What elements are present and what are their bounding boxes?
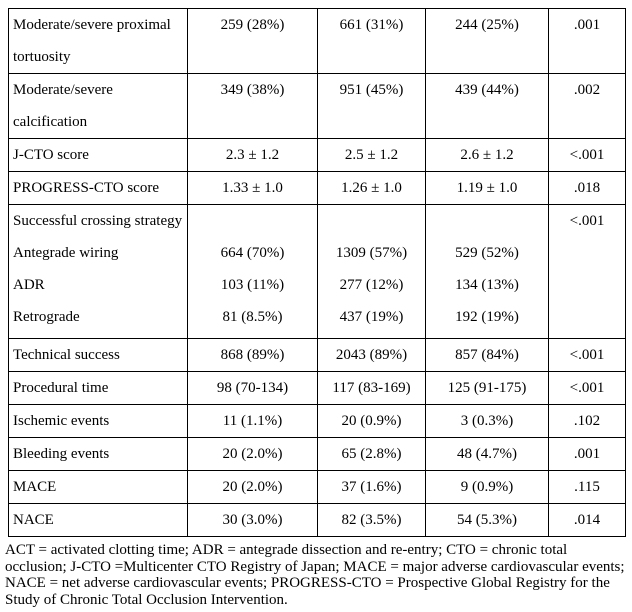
value-cell: 2.6 ± 1.2 (425, 138, 549, 172)
value-cell: 20 (2.0%) (187, 470, 318, 504)
value-cell: 868 (89%) (187, 338, 318, 372)
sub-value: 437 (19%) (339, 309, 404, 325)
p-value-cell: .018 (548, 171, 626, 205)
value-cell: 1.33 ± 1.0 (187, 171, 318, 205)
value-cell: 661 (31%) (317, 8, 426, 74)
table-row: J-CTO score 2.3 ± 1.2 2.5 ± 1.2 2.6 ± 1.… (8, 138, 626, 172)
sub-value: 277 (12%) (339, 277, 404, 293)
p-value-cell: .115 (548, 470, 626, 504)
table-row: Bleeding events 20 (2.0%) 65 (2.8%) 48 (… (8, 437, 626, 471)
p-value-cell: <.001 (548, 338, 626, 372)
table-row: Ischemic events 11 (1.1%) 20 (0.9%) 3 (0… (8, 404, 626, 438)
group-value-cell: 1309 (57%) 277 (12%) 437 (19%) (317, 204, 426, 339)
abbreviations-footnote: ACT = activated clotting time; ADR = ant… (5, 542, 625, 608)
value-cell: 30 (3.0%) (187, 503, 318, 537)
value-cell: 11 (1.1%) (187, 404, 318, 438)
row-label: Moderate/severe calcification (8, 73, 188, 139)
p-value-cell: .001 (548, 8, 626, 74)
empty-line (322, 206, 421, 238)
value-cell: 117 (83-169) (317, 371, 426, 405)
table-row: MACE 20 (2.0%) 37 (1.6%) 9 (0.9%) .115 (8, 470, 626, 504)
row-label: Moderate/severe proximal tortuosity (8, 8, 188, 74)
value-cell: 48 (4.7%) (425, 437, 549, 471)
value-cell: 439 (44%) (425, 73, 549, 139)
table-row: Procedural time 98 (70-134) 117 (83-169)… (8, 371, 626, 405)
sub-value: 1309 (57%) (335, 245, 408, 261)
row-label: Bleeding events (8, 437, 188, 471)
value-cell: 244 (25%) (425, 8, 549, 74)
table-row: Technical success 868 (89%) 2043 (89%) 8… (8, 338, 626, 372)
value-cell: 125 (91-175) (425, 371, 549, 405)
value-cell: 951 (45%) (317, 73, 426, 139)
value-cell: 2.3 ± 1.2 (187, 138, 318, 172)
row-label: Ischemic events (8, 404, 188, 438)
p-value-cell: .014 (548, 503, 626, 537)
sub-value: 192 (19%) (455, 309, 519, 325)
value-cell: 1.26 ± 1.0 (317, 171, 426, 205)
value-cell: 54 (5.3%) (425, 503, 549, 537)
group-value-cell: 529 (52%) 134 (13%) 192 (19%) (425, 204, 549, 339)
table-row: Moderate/severe calcification 349 (38%) … (8, 73, 626, 139)
group-label: Successful crossing strategy (13, 213, 183, 229)
p-value-cell: .102 (548, 404, 626, 438)
table-row-group: Successful crossing strategy Antegrade w… (8, 204, 626, 339)
row-label: NACE (8, 503, 188, 537)
value-cell: 3 (0.3%) (425, 404, 549, 438)
value-cell: 259 (28%) (187, 8, 318, 74)
value-cell: 65 (2.8%) (317, 437, 426, 471)
empty-line (192, 206, 313, 238)
value-cell: 9 (0.9%) (425, 470, 549, 504)
sub-value: 103 (11%) (220, 277, 285, 293)
sub-value: 81 (8.5%) (222, 309, 283, 325)
sub-row-label: Retrograde (13, 309, 80, 325)
p-value-cell: <.001 (548, 371, 626, 405)
sub-value: 529 (52%) (455, 245, 519, 261)
row-label: PROGRESS-CTO score (8, 171, 188, 205)
p-value-cell: .001 (548, 437, 626, 471)
p-value-cell: <.001 (548, 204, 626, 339)
value-cell: 349 (38%) (187, 73, 318, 139)
value-cell: 2043 (89%) (317, 338, 426, 372)
value-cell: 98 (70-134) (187, 371, 318, 405)
p-value-cell: <.001 (548, 138, 626, 172)
row-label: J-CTO score (8, 138, 188, 172)
value-cell: 82 (3.5%) (317, 503, 426, 537)
table-row: PROGRESS-CTO score 1.33 ± 1.0 1.26 ± 1.0… (8, 171, 626, 205)
value-cell: 20 (0.9%) (317, 404, 426, 438)
value-cell: 2.5 ± 1.2 (317, 138, 426, 172)
sub-row-label: Antegrade wiring (13, 245, 119, 261)
value-cell: 857 (84%) (425, 338, 549, 372)
group-label-cell: Successful crossing strategy Antegrade w… (8, 204, 188, 339)
sub-value: 664 (70%) (220, 245, 285, 261)
sub-value: 134 (13%) (455, 277, 519, 293)
table-row: NACE 30 (3.0%) 82 (3.5%) 54 (5.3%) .014 (8, 503, 626, 537)
value-cell: 1.19 ± 1.0 (425, 171, 549, 205)
row-label: Procedural time (8, 371, 188, 405)
p-value-cell: .002 (548, 73, 626, 139)
row-label: MACE (8, 470, 188, 504)
table-row: Moderate/severe proximal tortuosity 259 … (8, 8, 626, 74)
outcomes-table: Moderate/severe proximal tortuosity 259 … (8, 8, 626, 537)
value-cell: 37 (1.6%) (317, 470, 426, 504)
row-label: Technical success (8, 338, 188, 372)
value-cell: 20 (2.0%) (187, 437, 318, 471)
group-value-cell: 664 (70%) 103 (11%) 81 (8.5%) (187, 204, 318, 339)
sub-row-label: ADR (13, 277, 45, 293)
empty-line (430, 206, 544, 238)
